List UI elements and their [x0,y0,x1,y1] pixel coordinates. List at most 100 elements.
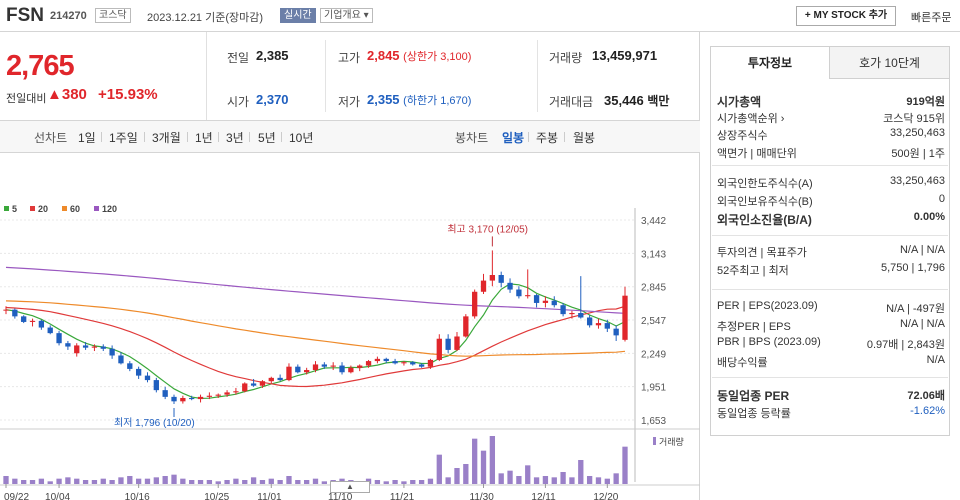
info-label: 시가총액 [717,95,762,109]
volume-bar [392,480,398,484]
volume-bar [233,478,239,484]
candle-weekly[interactable]: 주봉 [536,131,559,145]
volume-bar [224,480,230,484]
volume-bar [82,480,89,484]
period-1d[interactable]: 1일 [78,131,96,145]
legend-swatch [4,206,9,211]
candle-body [206,395,213,397]
period-1w[interactable]: 1주일 [109,131,138,145]
candle-body [242,383,248,392]
y-tick-label: 2,249 [641,349,666,360]
change-value: ▲380 [47,86,87,103]
candle-body [65,343,71,347]
candle-body [153,380,159,391]
info-label: 외국인보유주식수(B) [717,196,813,208]
info-row: 동일업종 PER 72.06배 [717,387,945,404]
x-tick-label: 11/30 [470,492,495,500]
volume-bar [38,478,45,484]
x-tick-label: 09/22 [4,492,29,500]
candle-body [445,338,451,350]
chart-toggle-button[interactable]: ▲ [330,481,370,493]
add-mystock-button[interactable]: + MY STOCK 추가 [796,6,896,26]
high-label: 고가 [338,51,361,65]
legend-label: 20 [38,204,48,214]
volume-bar [259,480,266,484]
y-tick-label: 2,845 [641,283,666,294]
period-10y[interactable]: 10년 [289,131,314,145]
quick-order-link[interactable]: 빠른주문 [911,12,952,24]
candle-body [436,338,442,360]
candle-body [383,358,389,362]
lower-limit: (하한가 1,670) [403,95,472,107]
volume-bar [268,478,274,484]
candle-body [613,328,619,336]
info-value: 500원 | 1주 [891,148,945,160]
period-selector: 선차트 1일 1주일 3개월 1년 3년 5년 10년 봉차트 일봉 주봉 월봉 [0,120,700,153]
volume-bar [418,480,425,484]
info-row: 추정PER | EPS N/A | N/A [717,318,945,335]
volume-bar [189,480,195,484]
volume-bar [74,478,80,484]
candle-body [29,320,36,322]
candle-body [321,364,327,367]
candle-body [233,391,239,393]
period-1y[interactable]: 1년 [195,131,213,145]
volume-bar [65,477,71,484]
candle-body [463,316,469,337]
volume-bar [3,476,9,484]
tab-investment-info[interactable]: 투자정보 [711,47,829,79]
date-text: 2023.12.21 기준(장마감) [147,12,264,24]
line-chart-label: 선차트 [34,131,68,145]
info-label: 시가총액순위 › [717,113,785,125]
tab-orderbook[interactable]: 호가 10단계 [829,47,949,79]
x-tick-label: 11/10 [328,492,353,500]
volume-bar [321,481,327,484]
low-price: 2,355 (하한가 1,670) [367,92,472,107]
volume-bar [250,477,257,484]
candle-monthly[interactable]: 월봉 [573,131,596,145]
volume-bar [383,481,389,484]
volume-legend-label: 거래량 [659,436,684,447]
candle-body [507,282,513,290]
volume-bar [215,481,221,484]
company-overview-dropdown[interactable]: 기업개요 ▾ [320,8,373,23]
realtime-button[interactable]: 실시간 [280,8,316,23]
candle-chart-label: 봉차트 [455,131,489,145]
legend-swatch [62,206,67,211]
volume-bar [489,436,496,484]
volume-bar [551,477,557,484]
volume-bar [91,480,98,484]
period-3y[interactable]: 3년 [226,131,244,145]
info-label: 동일업종 등락률 [717,408,791,420]
candle-body [21,316,27,322]
period-3m[interactable]: 3개월 [152,131,181,145]
candle-body [401,362,407,364]
candle-body [392,361,398,364]
candle-body [330,365,336,367]
low-annotation: 최저 1,796 (10/20) [114,417,195,429]
period-5y[interactable]: 5년 [258,131,276,145]
volume-bar [135,478,142,484]
volume-bar [162,476,168,484]
legend-swatch [94,206,99,211]
candle-body [525,295,531,297]
candle-body [454,336,460,350]
ma-line-5 [5,283,626,400]
volume-bar [109,480,115,484]
ma-line-20 [5,305,626,388]
candle-body [542,300,549,303]
info-row: 동일업종 등락률 -1.62% [717,405,945,422]
candle-body [56,333,62,344]
volume-bar [516,476,522,484]
candle-daily[interactable]: 일봉 [502,131,525,145]
candle-body [127,363,133,369]
candle-body [516,289,522,297]
high-price: 2,845 (상한가 3,100) [367,48,472,63]
candle-body [268,377,274,382]
volume-bar [498,473,504,484]
info-row: 시가총액순위 › 코스닥 915위 [717,110,945,127]
candle-body [224,392,230,395]
amount-value: 35,446 백만 [604,93,670,108]
candle-body [74,345,80,354]
volume-bar [47,481,53,484]
